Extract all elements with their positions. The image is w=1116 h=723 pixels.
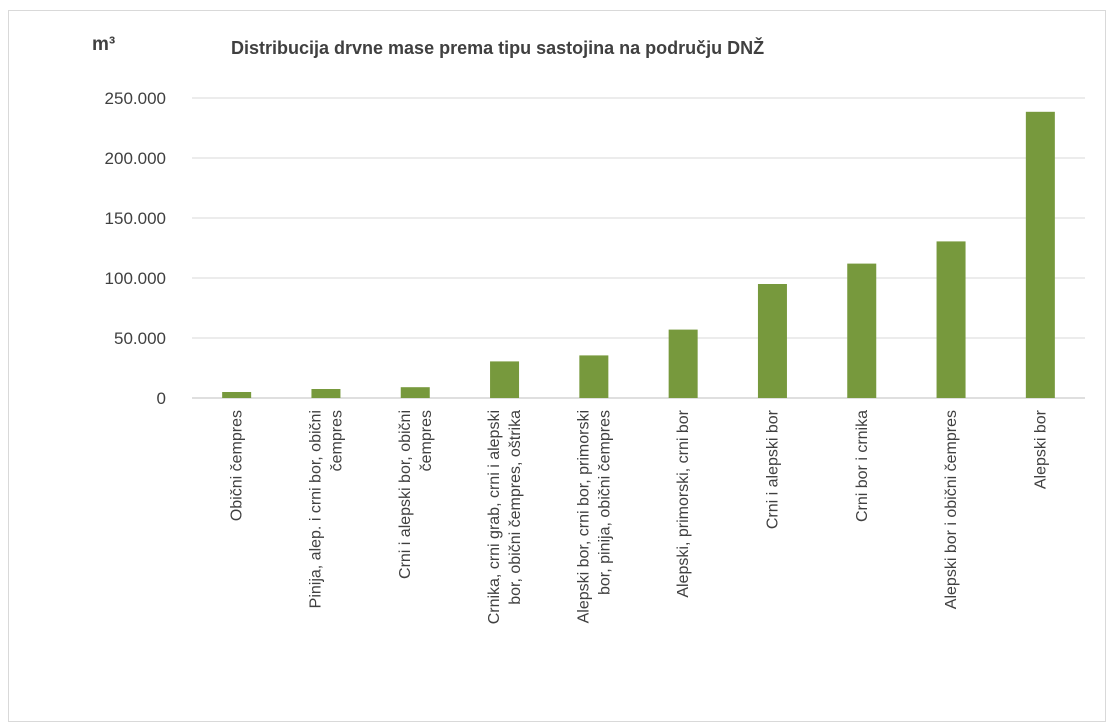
x-tick-label-line: Obični čempres xyxy=(229,410,246,521)
x-tick-label: Alepski bor xyxy=(1032,409,1049,489)
bar xyxy=(936,241,966,398)
x-tick-label: Alepski bor i obični čempres xyxy=(943,410,960,609)
x-tick-label: Pinija, alep. i crni bor, obični čempres xyxy=(307,410,345,608)
chart-title: Distribucija drvne mase prema tipu sasto… xyxy=(231,37,764,58)
x-tick-label-line: Alepski bor xyxy=(1032,409,1049,489)
bar xyxy=(847,263,877,398)
chart-frame: m³ Distribucija drvne mase prema tipu sa… xyxy=(8,10,1106,722)
bar xyxy=(490,361,520,398)
x-tick-label: Obični čempres xyxy=(229,410,246,521)
y-tick-label: 100.000 xyxy=(105,269,166,288)
y-tick-label: 50.000 xyxy=(114,329,166,348)
x-tick-label-line: Crni i alepski bor, obični xyxy=(397,410,414,579)
x-tick-label: Crni i alepski bor, obični čempres xyxy=(397,410,435,579)
x-tick-label-line: Alepski, primorski, crni bor xyxy=(675,409,692,597)
y-axis-unit-label: m³ xyxy=(92,34,115,55)
x-tick-label: Crni bor i crnika xyxy=(854,410,871,522)
x-tick-label-line: Pinija, alep. i crni bor, obični xyxy=(307,410,324,608)
y-axis-ticks: 0 50.000 100.000 150.000 200.000 250.000 xyxy=(105,89,166,408)
x-tick-label-line: bor, pinija, obični čempres xyxy=(596,410,613,595)
x-tick-label-line: čempres xyxy=(418,410,435,471)
bars xyxy=(222,111,1055,399)
x-tick-label: Alepski bor, crni bor, primorski bor, pin… xyxy=(575,410,613,623)
y-tick-label: 250.000 xyxy=(105,89,166,108)
bar xyxy=(400,387,430,398)
bar xyxy=(668,329,698,398)
y-tick-label: 200.000 xyxy=(105,149,166,168)
x-tick-label-line: Alepski bor, crni bor, primorski xyxy=(575,410,592,623)
gridlines xyxy=(192,97,1085,399)
x-tick-label: Crnika, crni grab, crni i alepski bor, ob… xyxy=(486,410,524,624)
x-tick-label-line: čempres xyxy=(328,410,345,471)
bar-chart: m³ Distribucija drvne mase prema tipu sa… xyxy=(92,34,1085,624)
x-tick-label-line: bor, obični čempres, oštrika xyxy=(507,410,524,605)
bar xyxy=(1025,111,1055,399)
x-tick-label-line: Alepski bor i obični čempres xyxy=(943,410,960,609)
bar xyxy=(579,355,609,398)
bar xyxy=(222,392,252,398)
bar xyxy=(311,389,341,398)
x-tick-label-line: Crni bor i crnika xyxy=(854,410,871,522)
x-tick-label: Alepski, primorski, crni bor xyxy=(675,409,692,597)
x-tick-label: Crni i alepski bor xyxy=(764,409,781,529)
bar xyxy=(757,284,787,398)
x-tick-label-line: Crni i alepski bor xyxy=(764,409,781,529)
x-tick-label-line: Crnika, crni grab, crni i alepski xyxy=(486,410,503,624)
y-tick-label: 150.000 xyxy=(105,209,166,228)
x-axis-ticks: Obični čempres Pinija, alep. i crni bor, … xyxy=(229,409,1050,624)
y-tick-label: 0 xyxy=(157,389,166,408)
